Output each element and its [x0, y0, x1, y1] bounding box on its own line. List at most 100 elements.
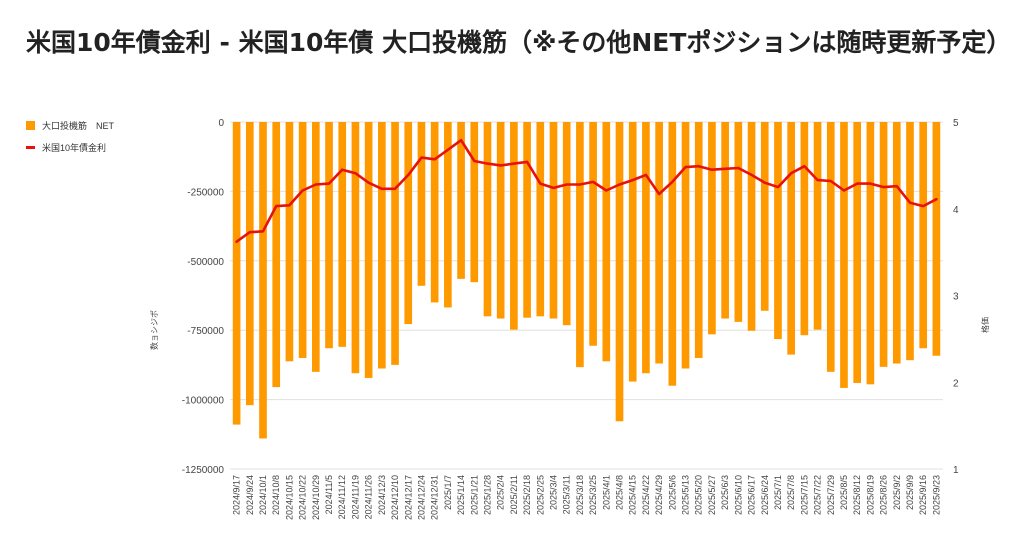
rate-point	[354, 172, 357, 174]
legend-line-swatch	[26, 145, 35, 149]
rate-point	[763, 181, 766, 184]
rate-point	[539, 182, 542, 185]
rate-point	[407, 174, 410, 176]
rate-point	[856, 182, 858, 185]
rate-point	[301, 189, 304, 192]
bar	[298, 122, 307, 358]
legend-bar-label: 大口投機筋 NET	[42, 120, 115, 131]
rate-point	[526, 161, 528, 163]
x-tick-label: 2025/5/27	[707, 475, 717, 515]
y-tick-label-right: 2	[953, 378, 959, 389]
y-tick-label-right: 4	[953, 205, 959, 216]
rate-point	[473, 160, 476, 162]
x-tick-label: 2025/2/4	[496, 475, 506, 510]
rate-point	[922, 205, 924, 207]
rate-point	[381, 187, 383, 190]
bar	[311, 122, 320, 372]
x-tick-label: 2024/12/24	[417, 475, 427, 520]
x-tick-label: 2025/6/17	[747, 475, 757, 515]
rate-point	[724, 168, 726, 170]
x-tick-label: 2024/10/22	[298, 475, 308, 520]
rate-point	[750, 174, 753, 176]
bar	[853, 122, 862, 383]
rate-point	[433, 158, 436, 161]
x-tick-label: 2024/11/19	[350, 475, 360, 519]
bar	[285, 122, 294, 362]
x-tick-label: 2025/1/14	[456, 475, 466, 515]
x-tick-label: 2024/11/26	[364, 475, 374, 519]
bar	[708, 122, 716, 335]
x-tick-label: 2025/8/12	[852, 475, 862, 515]
bar	[391, 122, 399, 365]
rate-point	[486, 162, 489, 165]
y-tick-label-left: -750000	[187, 326, 224, 337]
legend-item-line: 米国10年債金利	[26, 138, 114, 156]
bar	[404, 122, 413, 325]
bar	[628, 122, 637, 382]
x-tick-label: 2025/2/11	[509, 475, 519, 514]
y-tick-label-left: -1000000	[182, 396, 225, 407]
rate-point	[711, 168, 713, 171]
rate-point	[909, 201, 911, 204]
bar	[444, 122, 452, 308]
x-tick-label: 2025/1/7	[443, 475, 453, 510]
bar	[325, 122, 333, 349]
bar	[536, 122, 545, 317]
y-tick-label-left: -500000	[187, 257, 224, 268]
bar	[681, 122, 690, 369]
x-tick-label: 2024/11/12	[337, 475, 347, 519]
x-tick-label: 2025/5/20	[694, 475, 704, 515]
bar	[734, 122, 743, 322]
bar	[774, 122, 782, 340]
bar	[364, 122, 373, 378]
bar-series	[232, 122, 941, 439]
rate-point	[460, 139, 462, 142]
legend-line-label: 米国10年債金利	[42, 142, 107, 153]
bar	[589, 122, 597, 346]
bar	[430, 122, 439, 303]
x-tick-label: 2025/9/23	[931, 475, 941, 515]
rate-point	[618, 183, 621, 186]
rate-point	[367, 181, 370, 184]
line-series	[235, 138, 938, 243]
axes: 0 -250000 -500000 -750000 -1000000 -1250000 5 4…	[149, 118, 990, 520]
x-tick-label: 2025/4/22	[641, 475, 651, 515]
bar	[483, 122, 492, 317]
rate-point	[829, 180, 832, 182]
rate-point	[579, 183, 581, 186]
bar	[615, 122, 624, 422]
x-tick-label: 2025/8/26	[879, 475, 889, 515]
y-tick-label-right: 3	[953, 292, 959, 303]
bar	[879, 122, 888, 367]
rate-point	[790, 172, 792, 174]
x-tick-label: 2025/3/18	[575, 475, 585, 515]
x-tick-label: 2025/9/9	[905, 475, 915, 510]
rate-point	[869, 182, 872, 185]
rate-point	[394, 187, 396, 190]
x-tick-label: 2025/1/21	[469, 475, 479, 515]
y-tick-label-right: 5	[953, 118, 959, 129]
x-tick-label: 2025/2/18	[522, 475, 532, 515]
y-tick-label-left: -1250000	[182, 465, 225, 476]
x-tick-label: 2025/7/22	[813, 475, 823, 515]
x-tick-label: 2025/3/4	[549, 475, 559, 510]
rate-point	[697, 165, 700, 168]
bar	[549, 122, 558, 319]
rate-point	[816, 179, 819, 181]
x-tick-label: 2024/12/10	[390, 475, 400, 520]
y-tick-label-left: 0	[218, 118, 224, 129]
y-tick-label-left: -250000	[187, 187, 224, 198]
bar	[272, 122, 281, 388]
rate-point	[592, 181, 594, 183]
rate-point	[895, 185, 898, 187]
rate-point	[552, 187, 555, 189]
bar	[760, 122, 769, 311]
x-tick-label: 2024/10/1	[258, 475, 268, 515]
x-tick-label: 2025/4/8	[615, 475, 625, 510]
rate-point	[935, 198, 938, 201]
bar	[562, 122, 571, 326]
x-tick-label: 2024/10/29	[311, 475, 321, 520]
x-tick-label: 2025/4/29	[654, 475, 664, 515]
bar	[642, 122, 650, 374]
